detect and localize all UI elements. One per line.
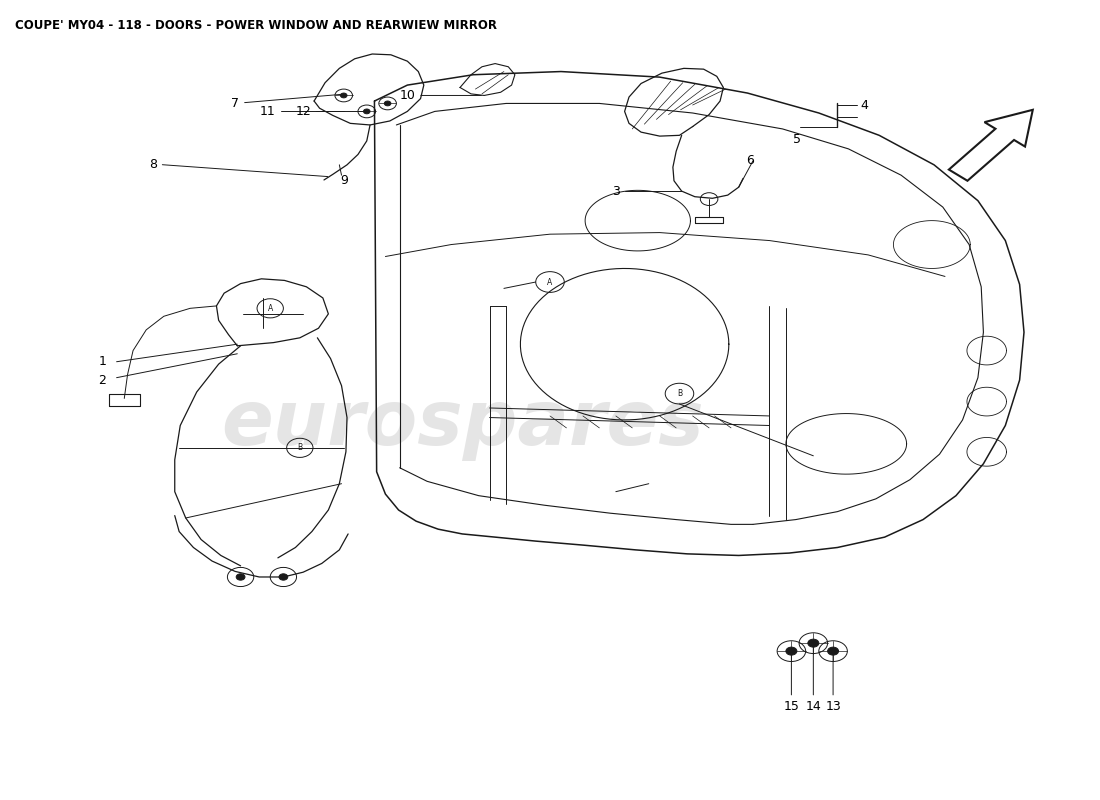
Text: 14: 14 <box>805 646 822 714</box>
Text: 12: 12 <box>295 105 311 118</box>
Text: COUPE' MY04 - 118 - DOORS - POWER WINDOW AND REARWIEW MIRROR: COUPE' MY04 - 118 - DOORS - POWER WINDOW… <box>14 19 496 32</box>
Text: 10: 10 <box>399 89 482 102</box>
Text: 8: 8 <box>148 158 328 177</box>
Circle shape <box>785 647 796 655</box>
Text: 9: 9 <box>340 174 348 187</box>
Text: 13: 13 <box>825 654 842 714</box>
Circle shape <box>236 574 245 580</box>
Circle shape <box>384 101 390 106</box>
Text: 3: 3 <box>612 185 619 198</box>
Text: A: A <box>267 304 273 313</box>
Text: 4: 4 <box>860 98 868 111</box>
Circle shape <box>807 639 818 647</box>
Text: 2: 2 <box>98 374 107 386</box>
Circle shape <box>827 647 838 655</box>
Text: 15: 15 <box>783 654 800 714</box>
Text: 1: 1 <box>98 355 107 368</box>
Text: B: B <box>676 389 682 398</box>
Circle shape <box>363 109 370 114</box>
Circle shape <box>279 574 288 580</box>
Text: B: B <box>297 443 302 452</box>
Text: 5: 5 <box>793 133 801 146</box>
Text: 7: 7 <box>231 94 344 110</box>
Text: A: A <box>548 278 552 286</box>
Text: 6: 6 <box>746 154 754 167</box>
Text: 11: 11 <box>260 105 276 118</box>
Circle shape <box>340 93 346 98</box>
Text: eurospares: eurospares <box>221 387 704 461</box>
